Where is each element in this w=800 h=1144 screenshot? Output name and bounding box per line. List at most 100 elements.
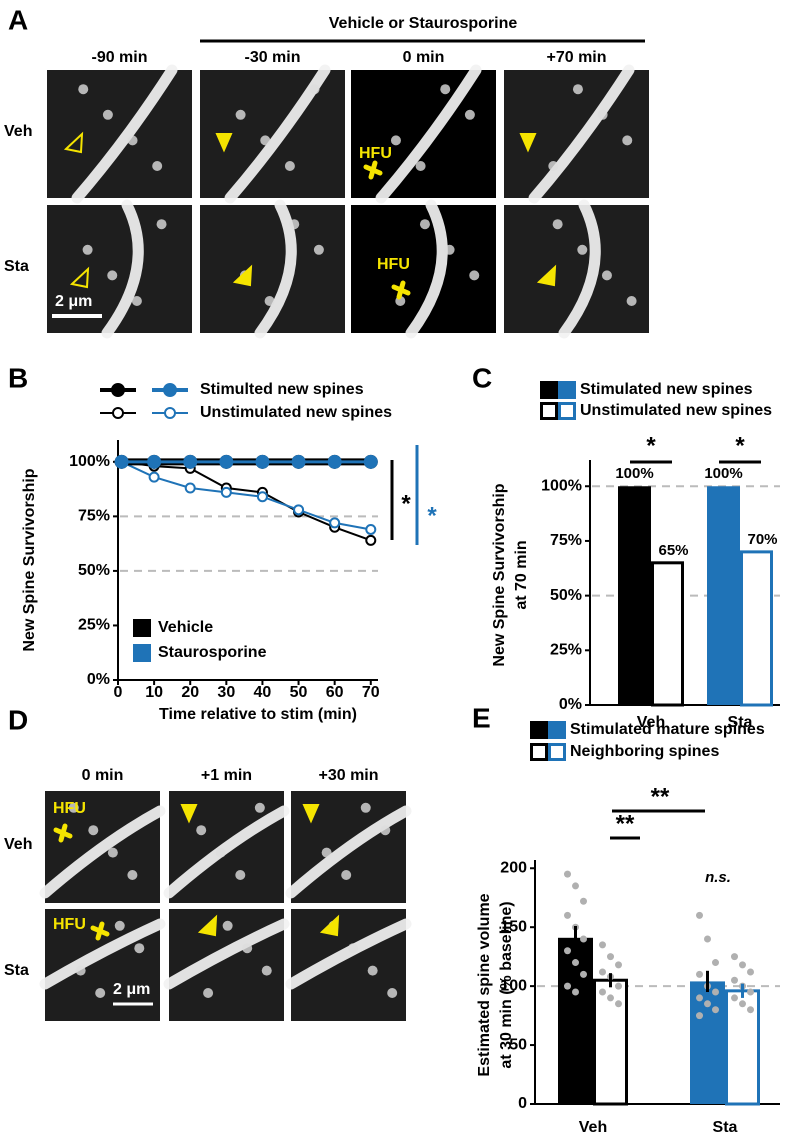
spine: [107, 847, 118, 858]
bar: [651, 561, 684, 707]
column-label: +1 min: [201, 767, 252, 784]
dendrite: [163, 805, 290, 899]
dendrite: [528, 64, 635, 204]
x-tick-label: 60: [326, 684, 344, 701]
spine: [152, 161, 163, 171]
data-point: [747, 988, 754, 996]
y-tick-label: 100%: [541, 477, 582, 494]
row-label: Veh: [4, 836, 32, 853]
dendrite: [39, 805, 166, 899]
spine: [235, 870, 246, 880]
stim-marker: [391, 280, 411, 300]
spine: [114, 920, 125, 931]
spine: [348, 943, 359, 954]
legend-label: Unstimulated new spines: [580, 402, 772, 419]
data-point: [704, 1000, 711, 1008]
data-point: [696, 1012, 703, 1020]
data-point: [607, 953, 614, 961]
data-point: [731, 976, 738, 984]
data-point: [615, 1000, 622, 1008]
legend-marker: [112, 407, 124, 419]
spine: [419, 219, 430, 230]
arrowhead: [197, 914, 218, 937]
data-point: [747, 1006, 754, 1014]
x-tick-label: Sta: [713, 1119, 738, 1136]
micrograph: [351, 70, 496, 198]
spine: [626, 296, 637, 306]
data-point: [564, 947, 571, 955]
legend-label: Stimulated new spines: [580, 381, 753, 398]
y-tick-label: 50%: [78, 562, 110, 579]
x-tick-label: Veh: [579, 1119, 607, 1136]
legend-swatch: [530, 721, 548, 739]
y-tick-label: 75%: [550, 532, 582, 549]
significance: *: [646, 432, 656, 459]
x-tick-label: Sta: [728, 714, 753, 731]
panel-label: D: [8, 704, 28, 735]
y-tick-label: 75%: [78, 508, 110, 525]
y-tick-label: 100%: [69, 453, 110, 470]
point: [255, 454, 270, 469]
bar: [690, 981, 725, 1104]
data-point: [731, 994, 738, 1002]
significance: *: [427, 502, 437, 529]
spine: [78, 84, 89, 95]
spine: [313, 244, 324, 255]
x-tick-label: Veh: [637, 714, 665, 731]
data-point: [704, 935, 711, 943]
spine: [127, 870, 138, 880]
series-line: [121, 460, 372, 542]
dendrite: [285, 805, 412, 899]
data-point: [696, 970, 703, 978]
significance: n.s.: [705, 869, 731, 886]
data-point: [696, 994, 703, 1002]
spine: [260, 135, 271, 146]
x-tick-label: 10: [145, 684, 163, 701]
y-tick-label: 0%: [87, 671, 110, 688]
column-label: +30 min: [318, 767, 378, 784]
value-label: 100%: [704, 465, 742, 482]
panel-header: Vehicle or Staurosporine: [329, 15, 518, 32]
y-tick-label: 50: [509, 1036, 527, 1053]
bar: [707, 486, 740, 705]
panel-label: C: [472, 362, 492, 393]
point: [148, 471, 160, 483]
arrowhead: [519, 133, 537, 153]
spine: [321, 847, 332, 858]
data-point: [572, 882, 579, 890]
y-tick-label: 25%: [550, 642, 582, 659]
point: [220, 486, 232, 498]
y-tick-label: 0%: [559, 696, 582, 713]
arrowhead: [63, 131, 84, 154]
y-tick-label: 200: [500, 859, 527, 876]
legend-swatch: [530, 743, 548, 761]
spine: [380, 825, 391, 836]
data-point: [572, 988, 579, 996]
bar: [740, 550, 773, 707]
legend-swatch: [558, 381, 576, 399]
row-label: Veh: [4, 123, 32, 140]
arrowhead: [319, 914, 340, 937]
panel-label: B: [8, 362, 28, 393]
data-point: [739, 961, 746, 969]
bar: [618, 486, 651, 705]
arrowhead: [180, 804, 198, 824]
spine: [289, 219, 300, 230]
column-label: +70 min: [546, 49, 606, 66]
data-point: [731, 953, 738, 961]
spine: [367, 965, 378, 976]
spine: [156, 219, 167, 230]
arrowhead: [69, 266, 90, 289]
point: [256, 491, 268, 503]
data-point: [615, 961, 622, 969]
spine: [597, 109, 608, 120]
value-label: 70%: [747, 531, 777, 548]
bar: [725, 989, 760, 1106]
value-label: 65%: [658, 542, 688, 559]
spine: [309, 84, 320, 95]
significance: *: [735, 432, 745, 459]
series-line: [121, 460, 371, 531]
data-point: [607, 994, 614, 1002]
data-point: [564, 911, 571, 919]
